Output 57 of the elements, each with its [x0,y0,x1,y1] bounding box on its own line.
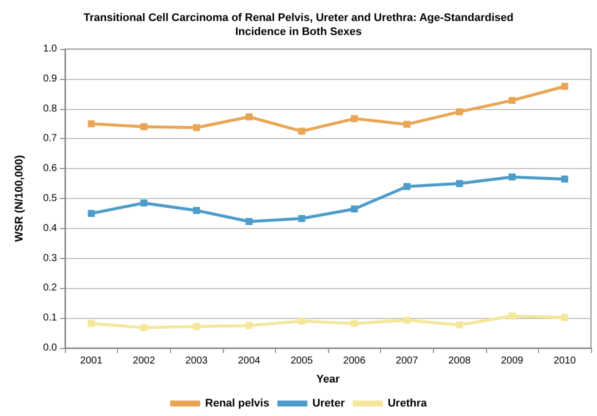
point [456,321,463,328]
point [403,183,410,190]
chart-title: Transitional Cell Carcinoma of Renal Pelvis, Ureter and Urethra: Age-Standardised Incidence in Both Sexes [84,12,514,38]
y-tick-label: 0.6 [43,163,58,174]
x-tick-label: 2001 [80,356,103,366]
point [193,322,200,330]
point [508,96,516,104]
point [561,176,568,183]
point [246,113,253,120]
x-tick-label: 2008 [448,356,472,366]
point [140,199,148,206]
point [246,322,253,330]
point [88,210,95,217]
y-tick-label: 0.9 [43,73,58,84]
x-tick-label: 2004 [238,356,261,366]
point [403,120,410,128]
y-tick-label: 0.1 [43,312,58,324]
point [456,180,463,188]
legend-label: Urethra [388,398,428,410]
x-tick-label: 2002 [132,356,156,366]
point [298,215,306,222]
point [456,108,463,116]
y-axis-title: WSR (N/100,000) [14,154,26,242]
x-tick-label: 2006 [343,356,366,366]
point [350,205,358,212]
y-tick-label: 0.2 [43,282,58,294]
point [193,206,200,214]
y-tick-label: 0.5 [43,193,58,204]
point [403,316,410,324]
x-tick-label: 2003 [185,356,208,366]
point [298,318,306,325]
legend-label: Ureter [312,398,346,410]
x-axis-title: Year [316,374,340,386]
point [193,124,200,132]
point [298,128,306,135]
point [561,314,568,321]
y-tick-label: 0.7 [43,133,58,144]
point [508,173,516,180]
x-tick-label: 2005 [290,356,314,366]
y-tick-label: 0.4 [43,222,58,234]
point [246,218,253,226]
y-tick-label: 1.0 [43,44,58,54]
point [88,120,95,128]
y-tick-label: 0.8 [43,103,58,114]
y-tick-label: 0.3 [43,252,58,264]
legend-label: Renal pelvis [205,398,270,410]
y-tick-label: 0.0 [43,342,58,354]
point [88,320,95,327]
x-tick-label: 2010 [554,356,576,366]
point [508,312,516,320]
point [561,82,568,90]
x-tick-label: 2009 [500,356,524,366]
point [140,123,148,130]
point [140,324,148,332]
x-tick-label: 2007 [396,356,418,366]
point [350,115,358,122]
point [350,320,358,327]
